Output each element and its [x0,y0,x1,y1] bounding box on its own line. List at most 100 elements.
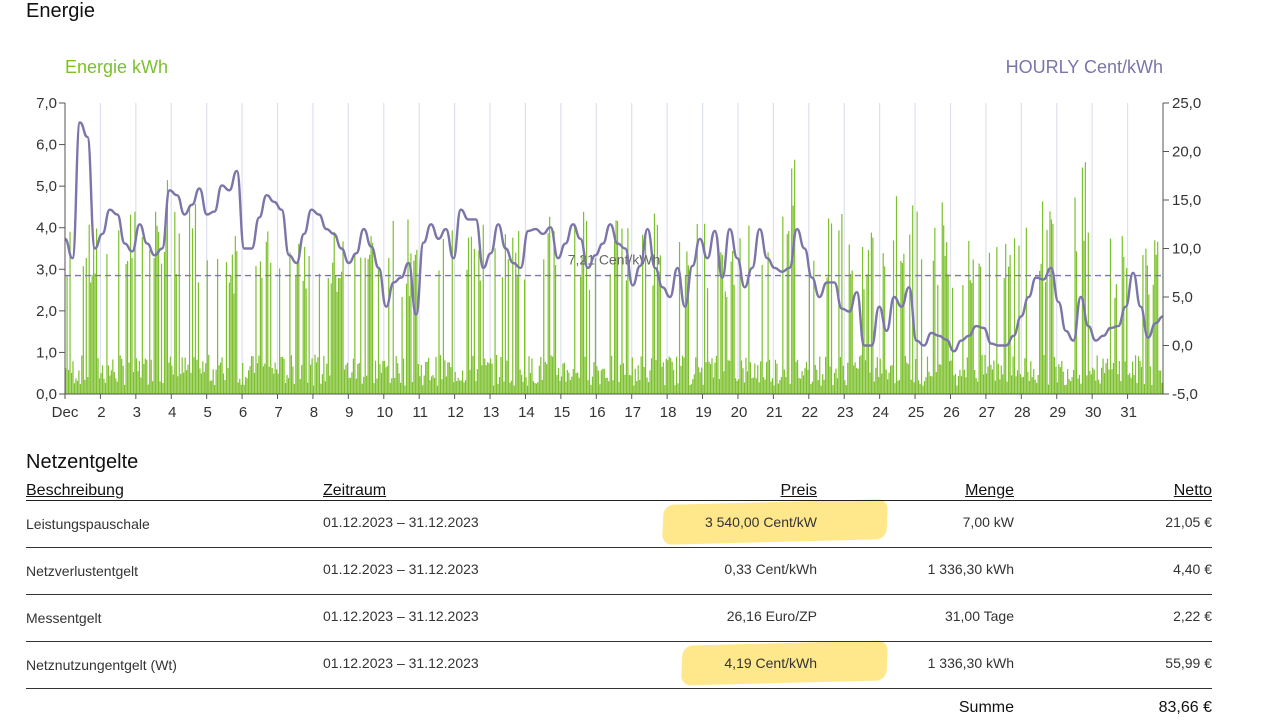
energy-bar [182,357,183,394]
row-net: 2,22 € [1014,595,1212,642]
energy-bar [95,273,96,394]
energy-bar [154,258,155,394]
energy-bar [158,232,159,394]
energy-bar [831,223,832,394]
header-netto[interactable]: Netto [1014,482,1212,501]
energy-bar [613,380,614,394]
energy-bar [230,276,231,394]
energy-bar [151,360,152,394]
row-net: 4,40 € [1014,548,1212,595]
energy-bar [940,365,941,394]
energy-bar [635,369,636,394]
energy-bar [379,364,380,394]
energy-bar [971,283,972,394]
energy-bar [922,386,923,394]
energy-bar [416,250,417,394]
x-tick-label: 16 [589,404,606,421]
energy-bar [84,380,85,394]
energy-chart[interactable]: Energie kWh HOURLY Cent/kWh 7,21 Cent/kW… [0,40,1280,440]
row-quantity: 1 336,30 kWh [817,642,1014,689]
energy-bar [124,385,125,394]
energy-bar [1159,370,1160,394]
energy-bar [376,379,377,394]
header-preis[interactable]: Preis [583,482,817,501]
energy-bar [115,378,116,394]
row-description: Netznutzungentgelt (Wt) [26,642,323,689]
energy-bar [919,384,920,394]
energy-bar [918,380,919,394]
energy-bar [214,385,215,394]
energy-bar [267,231,268,394]
header-beschreibung[interactable]: Beschreibung [26,482,323,501]
energy-bar [86,258,87,394]
y-left-tick-label: 6,0 [36,137,57,154]
energy-bar [680,366,681,394]
energy-bar [275,363,276,394]
energy-bar [984,355,985,394]
energy-bar [810,384,811,394]
sum-label: Summe [817,689,1014,727]
energy-bar [931,376,932,394]
energy-bar [664,385,665,394]
energy-bar [745,358,746,394]
energy-bar [431,376,432,394]
energy-bar [323,356,324,394]
energy-bar [289,252,290,394]
energy-bar [1060,367,1061,394]
energy-bar [183,373,184,394]
energy-bar [822,374,823,394]
energy-bar [142,237,143,394]
energy-bar [1026,228,1027,394]
energy-bar [794,160,795,394]
energy-bar [528,356,529,394]
energy-bar [310,365,311,394]
energy-bar [248,370,249,394]
energy-bar [596,366,597,394]
energy-bar [130,215,131,394]
energy-bar [706,362,707,394]
energy-bar [943,225,944,394]
y-right-tick-label: 10,0 [1172,241,1201,258]
energy-bar [266,242,267,394]
y-left-tick-label: 2,0 [36,303,57,320]
energy-bar [238,382,239,394]
y-right-tick-label: 0,0 [1172,338,1193,355]
energy-bar [713,378,714,394]
x-tick-label: 3 [133,404,141,421]
energy-bar [461,380,462,394]
energy-bar [855,362,856,394]
energy-bar [139,361,140,394]
y-left-tick-label: 5,0 [36,178,57,195]
y-right-tick-label: 15,0 [1172,192,1201,209]
energy-bar [311,358,312,394]
energy-bar [930,376,931,394]
energy-bar [195,204,196,394]
energy-bar [691,384,692,394]
header-zeitraum[interactable]: Zeitraum [323,482,583,501]
energy-bar [96,229,97,394]
energy-bar [632,357,633,394]
energy-bar [1012,357,1013,394]
energy-bar [1148,295,1149,395]
header-menge[interactable]: Menge [817,482,1014,501]
energy-bar [348,378,349,394]
energy-bar [362,384,363,394]
energy-bar [782,217,783,394]
energy-bar [970,280,971,394]
energy-bar [977,382,978,394]
energy-bar [545,362,546,394]
energy-bar [71,373,72,394]
energy-bar [278,374,279,394]
energy-bar [269,367,270,394]
energy-bar [276,369,277,394]
energy-bar [1061,361,1062,394]
energy-bar [927,357,928,394]
energy-bar [757,365,758,394]
energy-bar [763,377,764,394]
energy-bar [595,258,596,394]
energy-bar [217,259,218,394]
energy-title: Energie [26,0,95,23]
energy-bar [306,289,307,394]
energy-bar [1057,382,1058,394]
y-right-tick-label: 5,0 [1172,289,1193,306]
